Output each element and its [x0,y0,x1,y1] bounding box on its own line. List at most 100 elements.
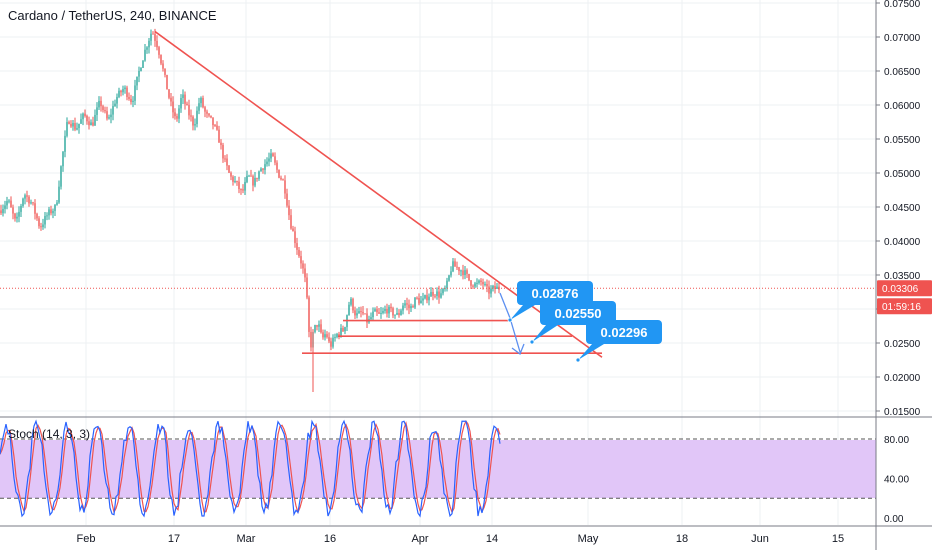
candle-body [386,309,388,314]
candle-body [120,90,122,93]
candle-body [170,97,172,102]
candle-body [172,101,174,113]
candle-body [334,337,336,339]
candle-body [76,128,78,130]
candle-body [374,309,376,312]
candle-body [64,135,66,152]
candle-body [94,114,96,126]
candle-body [116,96,118,104]
candle-body [56,202,58,205]
candle-body [200,97,202,104]
candle-body [326,334,328,338]
candle-body [314,325,316,332]
candle-body [48,209,50,216]
candle-body [114,103,116,107]
candle-body [50,209,52,214]
candle-body [156,40,158,48]
candle-body [162,63,164,69]
candle-body [318,324,320,327]
candle-body [270,153,272,159]
candle-body [352,298,354,311]
candle-body [478,280,480,283]
candle-body [388,306,390,314]
candle-body [364,313,366,315]
candle-body [192,116,194,126]
candle-body [228,165,230,173]
time-tick-label-5: 14 [486,533,498,545]
candle-body [112,106,114,115]
candle-body [236,181,238,183]
candle-body [494,285,496,289]
candle-body [212,117,214,126]
candle-body [276,162,278,170]
stoch-band [0,440,876,498]
candle-body [380,312,382,314]
target-anchor-2 [575,357,581,363]
candle-body [406,303,408,305]
candle-body [0,210,2,214]
candle-body [182,94,184,98]
candle-body [84,113,86,116]
current-price-tag [877,280,932,297]
candle-body [130,98,132,103]
price-tick-label-2: 0.06500 [884,67,921,78]
candle-body [294,231,296,244]
candle-body [80,119,82,124]
candle-body [38,218,40,227]
candle-body [462,270,464,275]
candle-body [26,195,28,197]
candle-body [204,107,206,112]
candle-body [78,123,80,129]
candle-body [198,103,200,111]
candle-body [166,74,168,90]
target-bubble-pointer-2 [578,344,604,360]
candle-body [68,122,70,124]
candle-body [8,200,10,202]
candle-body [358,311,360,314]
candle-body [320,324,322,333]
candle-body [466,270,468,274]
candle-body [448,275,450,281]
time-tick-label-4: Apr [411,533,428,545]
candle-body [454,261,456,267]
candle-body [74,123,76,130]
candle-body [322,332,324,338]
candle-body [470,280,472,286]
candle-body [444,288,446,290]
candle-body [264,164,266,170]
candle-body [428,296,430,301]
candle-body [350,298,352,305]
candle-body [238,181,240,190]
stoch-tick-label-0: 80.00 [884,435,909,446]
candle-body [168,89,170,98]
candle-body [32,202,34,204]
candle-body [354,310,356,316]
candle-body [330,341,332,347]
candle-body [332,337,334,347]
candle-body [338,333,340,336]
candle-body [420,300,422,304]
candle-body [40,226,42,228]
candle-body [426,295,428,301]
candle-body [360,311,362,313]
candle-body [98,100,100,108]
candle-body [52,210,54,214]
candle-body [30,202,32,204]
stoch-k-line [0,419,501,518]
target-bubble-pointer-0 [510,305,535,320]
candle-body [390,306,392,309]
candle-body [60,166,62,187]
price-tick-label-1: 0.07000 [884,33,921,44]
candle-body [136,76,138,86]
candle-body [440,293,442,298]
stochastic-pane [0,419,876,518]
candle-body [376,309,378,313]
candle-body [244,181,246,191]
candle-body [476,282,478,284]
candle-body [240,189,242,191]
candle-body [138,71,140,77]
candle-body [88,121,90,126]
candle-body [54,204,56,211]
candle-body [392,308,394,316]
